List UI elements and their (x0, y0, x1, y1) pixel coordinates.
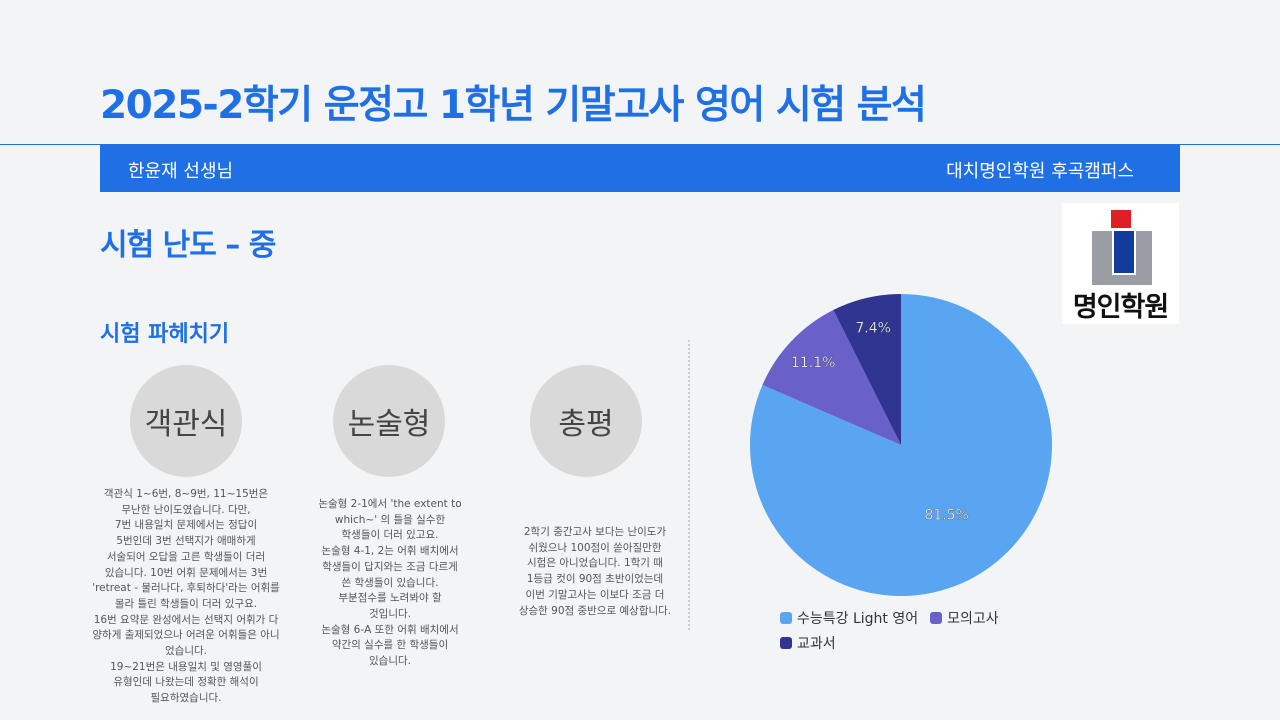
card-text-summary: 2학기 중간고사 보다는 난이도가 쉬웠으나 100점이 쏟아질만한 시험은 아… (518, 526, 672, 617)
pie-chart: 81.5% 11.1% 7.4% (750, 294, 1052, 596)
page-title: 2025-2학기 운정고 1학년 기말고사 영어 시험 분석 (100, 83, 927, 128)
legend-item: 수능특강 Light 영어 (780, 608, 918, 628)
legend-label: 교과서 (797, 636, 836, 652)
card-text-objective: 객관식 1~6번, 8~9번, 11~15번은 무난한 난이도였습니다. 다만,… (92, 488, 280, 705)
pie-data-label: 7.4% (855, 320, 891, 336)
legend-swatch (930, 612, 943, 624)
card-circle-objective: 객관식 (130, 365, 242, 477)
difficulty-heading: 시험 난도 – 중 (100, 228, 276, 263)
academy-logo: 명인학원 (1062, 203, 1179, 324)
card-circle-summary: 총평 (530, 365, 642, 477)
header-bar: 한윤재 선생님 대치명인학원 후곡캠퍼스 (100, 145, 1180, 192)
teacher-name: 한윤재 선생님 (128, 161, 234, 182)
pie-slice (762, 310, 901, 445)
legend-label: 수능특강 Light 영어 (797, 611, 919, 627)
legend-label: 모의고사 (947, 611, 999, 627)
section-title: 시험 파헤치기 (100, 322, 230, 347)
dotted-divider (688, 340, 690, 630)
legend-swatch (780, 612, 792, 624)
campus-name: 대치명인학원 후곡캠퍼스 (946, 161, 1134, 182)
legend-swatch (780, 637, 792, 649)
divider (0, 144, 1280, 145)
legend-item: 교과서 (780, 633, 1080, 653)
pie-data-label: 11.1% (791, 355, 835, 371)
pie-data-label: 81.5% (924, 507, 968, 523)
pie-slice (833, 294, 901, 445)
legend-item: 모의고사 (930, 608, 999, 628)
card-circle-essay: 논술형 (333, 365, 445, 477)
card-text-essay: 논술형 2-1에서 'the extent to which~' 의 틀을 실수… (318, 498, 462, 668)
chart-legend: 수능특강 Light 영어 모의고사 교과서 (780, 608, 1080, 653)
